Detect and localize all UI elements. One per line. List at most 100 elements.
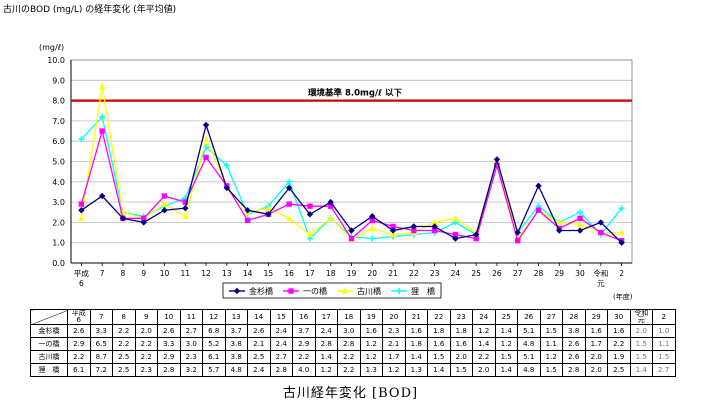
data-point <box>348 235 355 242</box>
table-header-cell: 17 <box>314 309 338 325</box>
data-point <box>244 207 251 214</box>
table-cell: 1.6 <box>427 337 451 351</box>
table-cell: 2.0 <box>629 324 653 338</box>
x-tick-label: 29 <box>555 269 565 278</box>
x-tick-label: 15 <box>264 269 274 278</box>
data-point <box>285 184 293 192</box>
data-point <box>576 227 584 234</box>
table-cell: 2.5 <box>112 363 136 377</box>
data-point <box>161 193 168 199</box>
y-tick-label: 8.0 <box>52 97 65 106</box>
table-cell: 2.4 <box>269 337 293 351</box>
data-point <box>348 227 355 234</box>
table-cell: 2.0 <box>449 350 473 364</box>
data-point <box>265 204 272 211</box>
table-header-cell: 22 <box>427 309 451 325</box>
table-row: 一の橋 2.9 6.5 2.2 2.2 3.3 3.0 5.2 3.8 2.1 2.4 2.9 2.8 2… <box>30 337 676 351</box>
table-cell: 2.7 <box>179 324 203 338</box>
data-point <box>78 207 85 214</box>
table-cell: 1.4 <box>404 350 428 364</box>
legend-box <box>222 282 442 299</box>
data-point <box>431 223 438 230</box>
table-cell: 2.2 <box>292 350 316 364</box>
table-cell: 2.2 <box>337 363 361 377</box>
data-point <box>327 214 334 221</box>
table-cell: 2.9 <box>157 350 181 364</box>
x-tick-label: 9 <box>141 269 146 278</box>
y-tick-label: 3.0 <box>52 198 65 207</box>
data-point <box>98 192 106 200</box>
reference-line-group: 環境基準 8.0mg/ℓ 以下 <box>71 88 632 102</box>
x-tick-label: 17 <box>305 269 315 278</box>
table-header-cell: 平成 6 <box>67 309 91 325</box>
table-cell: 1.8 <box>449 324 473 338</box>
data-point <box>389 231 397 238</box>
table-cell: 6.1 <box>202 350 226 364</box>
table-cell: 1.2 <box>472 324 496 338</box>
data-point <box>182 199 188 205</box>
data-point <box>182 204 189 212</box>
legend: 金杉橋 一の橋 古川橋 狸 橋 <box>222 282 442 299</box>
table-cell: 2.2 <box>472 350 496 364</box>
table-cell: 2.6 <box>562 350 586 364</box>
data-point <box>141 215 147 222</box>
data-point <box>265 211 272 218</box>
table-cell: 6.5 <box>89 337 113 351</box>
table-cell: 1.3 <box>404 363 428 377</box>
table-header-cell: 11 <box>179 309 203 325</box>
table-cell: 1.4 <box>494 324 518 338</box>
table-cell: 2.4 <box>247 363 271 377</box>
x-tick-label: 25 <box>471 269 481 278</box>
data-point <box>98 82 106 89</box>
x-tick-label: 13 <box>222 269 232 278</box>
y-tick-label: 9.0 <box>52 76 65 85</box>
table-cell: 5.1 <box>517 350 541 364</box>
data-point <box>535 207 542 213</box>
table-row-label: 一の橋 <box>30 337 68 351</box>
data-point <box>285 214 293 221</box>
table-header-cell: 8 <box>112 309 136 325</box>
table-cell: 2.0 <box>134 324 158 338</box>
x-tick-label: 30 <box>575 269 585 278</box>
data-point <box>576 221 584 228</box>
table-cell: 1.5 <box>652 350 676 364</box>
table-row-label: 狸 橋 <box>30 363 68 377</box>
table-cell: 1.5 <box>449 363 473 377</box>
data-point <box>223 184 231 192</box>
table-cell: 1.5 <box>629 350 653 364</box>
x-tick-label: 10 <box>160 269 170 278</box>
data-point <box>535 182 542 190</box>
table-cell: 1.4 <box>314 350 338 364</box>
x-tick-label: 8 <box>121 269 126 278</box>
data-point <box>307 203 313 209</box>
data-point <box>140 219 147 226</box>
table-cell: 4.8 <box>517 337 541 351</box>
table-cell: 2.4 <box>269 324 293 338</box>
table-header-cell: 2 <box>652 309 676 325</box>
data-point <box>203 154 209 161</box>
legend-marker <box>341 287 349 294</box>
table-header-cell: 12 <box>202 309 226 325</box>
data-point <box>78 201 85 207</box>
x-tick-label: 27 <box>513 269 523 278</box>
series-line <box>80 86 622 241</box>
x-tick-label: 28 <box>534 269 544 278</box>
table-header-cell: 20 <box>382 309 406 325</box>
data-point <box>452 231 459 238</box>
x-tick-label: 16 <box>284 269 294 278</box>
series-3 <box>78 82 625 242</box>
table-row: 金杉橋 2.6 3.3 2.2 2.0 2.6 2.7 6.8 3.7 2.6 2.4 3.7 2.4 3… <box>30 324 676 338</box>
table-header-row: 平成 6 7 8 9 10 11 12 13 14 15 16 17 18 19 20 21 22 23 24 25 26… <box>30 309 676 325</box>
x-tick-label: 23 <box>430 269 440 278</box>
legend-label: 狸 橋 <box>411 286 435 296</box>
table-cell: 2.6 <box>247 324 271 338</box>
table-cell: 1.5 <box>427 350 451 364</box>
table-cell: 2.2 <box>67 350 91 364</box>
table-cell: 4.8 <box>517 363 541 377</box>
table-cell: 1.2 <box>494 337 518 351</box>
data-point <box>389 227 397 234</box>
table-cell: 1.1 <box>652 337 676 351</box>
legend-marker <box>233 287 241 295</box>
x-tick-label: 7 <box>100 269 105 278</box>
data-point <box>327 198 334 206</box>
